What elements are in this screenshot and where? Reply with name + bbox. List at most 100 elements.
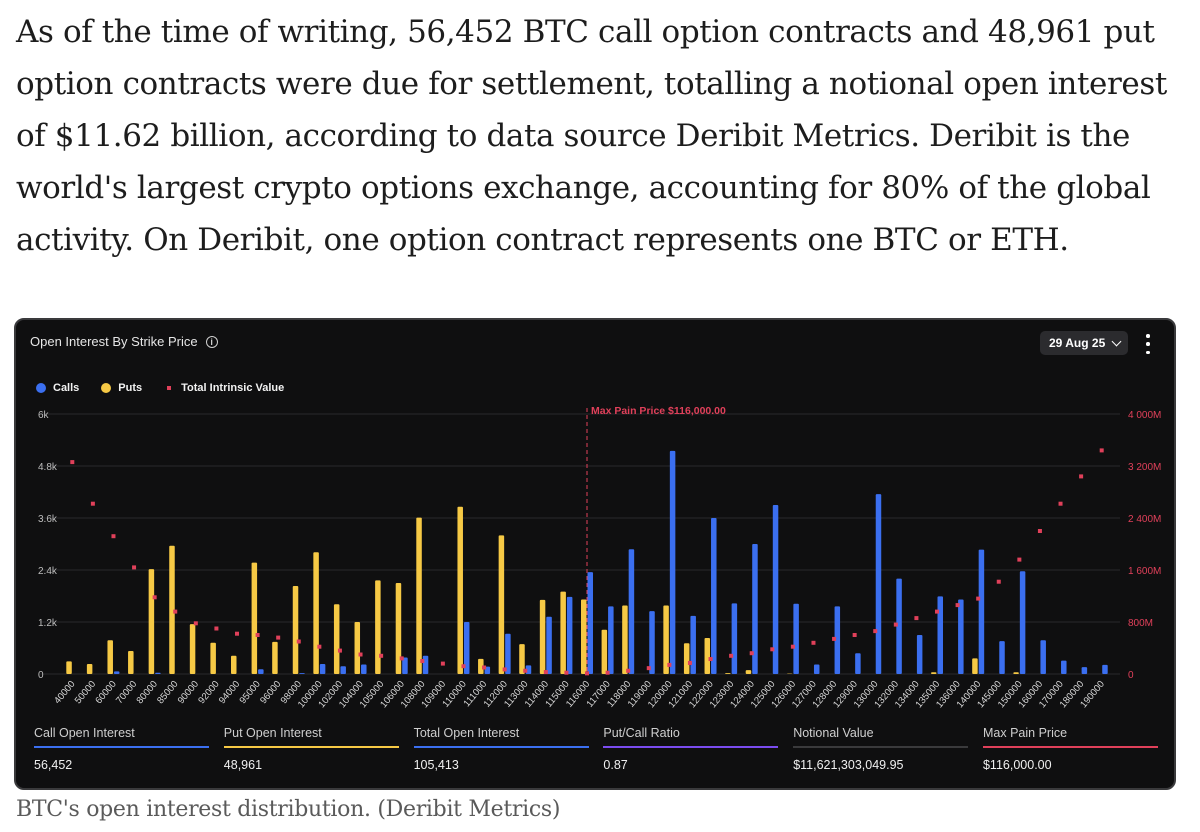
intrinsic-point bbox=[235, 631, 239, 636]
call-bar bbox=[669, 450, 676, 674]
intrinsic-point bbox=[626, 668, 631, 673]
stat-label: Put/Call Ratio bbox=[603, 726, 680, 740]
y-right-tick-label: 4 000M bbox=[1128, 410, 1161, 421]
call-bar bbox=[896, 578, 902, 674]
put-bar bbox=[128, 651, 134, 674]
y-right-tick-label: 2 400M bbox=[1128, 514, 1161, 525]
chart-legend: Calls Puts Total Intrinsic Value bbox=[36, 382, 306, 394]
put-bar bbox=[416, 517, 422, 674]
put-bar bbox=[231, 655, 237, 674]
put-bar bbox=[251, 562, 258, 674]
put-bar bbox=[581, 599, 587, 674]
figure-caption: BTC's open interest distribution. (Derib… bbox=[16, 797, 561, 822]
legend-intrinsic-swatch bbox=[167, 386, 172, 390]
panel-title: Open Interest By Strike Price i bbox=[30, 334, 218, 349]
info-icon[interactable]: i bbox=[205, 335, 218, 348]
stat-2: Total Open Interest 105,413 bbox=[413, 726, 589, 772]
stat-label: Total Open Interest bbox=[413, 726, 520, 740]
intrinsic-point bbox=[337, 648, 342, 653]
call-bar bbox=[155, 672, 161, 674]
stat-1: Put Open Interest 48,961 bbox=[223, 726, 399, 772]
expiry-date-select[interactable]: 29 Aug 25 bbox=[1040, 331, 1128, 355]
legend-intrinsic-label: Total Intrinsic Value bbox=[181, 382, 285, 394]
intrinsic-point bbox=[1079, 474, 1084, 479]
put-bar bbox=[622, 605, 628, 674]
expiry-date-value: 29 Aug 25 bbox=[1049, 336, 1106, 350]
legend-calls-swatch bbox=[36, 383, 46, 393]
call-bar bbox=[587, 572, 593, 674]
intrinsic-point bbox=[1058, 501, 1063, 506]
put-bar bbox=[272, 641, 278, 674]
intrinsic-point bbox=[893, 622, 898, 627]
intrinsic-point bbox=[749, 651, 754, 656]
stat-value: 48,961 bbox=[223, 758, 263, 772]
put-bar bbox=[745, 670, 752, 674]
intrinsic-point bbox=[852, 633, 857, 637]
open-interest-chart: 0 1.2k 2.4k 3.6k 4.8k 6k 0 800M 1 600M 2 400M 3 20… bbox=[38, 405, 1161, 710]
put-bar bbox=[169, 545, 175, 674]
y-left-tick-label: 3.6k bbox=[38, 514, 58, 525]
y-left-tick-label: 6k bbox=[38, 410, 50, 421]
intrinsic-point bbox=[523, 668, 528, 673]
call-bar bbox=[505, 633, 511, 674]
more-options-icon[interactable] bbox=[1142, 334, 1154, 354]
intrinsic-point bbox=[214, 626, 219, 631]
call-bar bbox=[916, 635, 923, 674]
stat-label: Notional Value bbox=[793, 726, 874, 740]
call-bar bbox=[772, 505, 779, 674]
call-bar bbox=[1081, 667, 1088, 674]
article-paragraph: As of the time of writing, 56,452 BTC ca… bbox=[16, 14, 1167, 258]
intrinsic-point bbox=[420, 659, 425, 663]
put-bar bbox=[333, 604, 340, 674]
legend-calls[interactable]: Calls bbox=[36, 382, 79, 394]
stat-5: Max Pain Price $116,000.00 bbox=[982, 726, 1158, 772]
put-bar bbox=[375, 580, 381, 674]
stat-underline bbox=[34, 746, 209, 748]
call-bar bbox=[690, 615, 696, 674]
stat-underline bbox=[982, 746, 1158, 748]
put-bar bbox=[107, 640, 113, 674]
put-bar bbox=[395, 583, 402, 674]
legend-puts[interactable]: Puts bbox=[101, 382, 142, 394]
call-bar bbox=[834, 606, 841, 674]
call-bar bbox=[937, 596, 943, 674]
call-bar bbox=[958, 599, 964, 674]
put-bar bbox=[683, 643, 690, 674]
stat-underline bbox=[603, 746, 779, 748]
intrinsic-point bbox=[1037, 529, 1042, 533]
call-bar bbox=[711, 518, 717, 674]
stat-value: $11,621,303,049.95 bbox=[793, 758, 904, 772]
call-bar bbox=[649, 611, 655, 674]
intrinsic-point bbox=[646, 666, 651, 671]
stat-label: Put Open Interest bbox=[223, 726, 322, 740]
put-bar bbox=[210, 642, 216, 674]
open-interest-panel: Open Interest By Strike Price i 29 Aug 2… bbox=[14, 318, 1176, 790]
call-bar bbox=[855, 653, 861, 674]
stat-value: 56,452 bbox=[34, 758, 73, 772]
call-bar bbox=[1040, 640, 1046, 674]
intrinsic-point bbox=[317, 644, 322, 649]
intrinsic-point bbox=[502, 667, 507, 672]
y-right-tick-label: 800M bbox=[1128, 618, 1153, 629]
intrinsic-point bbox=[935, 609, 939, 614]
put-bar bbox=[86, 664, 93, 674]
put-bar bbox=[704, 638, 711, 674]
max-pain-label: Max Pain Price $116,000.00 bbox=[591, 405, 726, 417]
y-right-tick-label: 0 bbox=[1128, 670, 1134, 681]
put-bar bbox=[539, 599, 546, 674]
stat-0: Call Open Interest 56,452 bbox=[34, 726, 209, 772]
call-bar bbox=[1019, 571, 1026, 674]
put-bar bbox=[601, 629, 608, 674]
intrinsic-point bbox=[193, 621, 198, 626]
call-bar bbox=[813, 664, 820, 674]
intrinsic-point bbox=[70, 460, 75, 465]
call-bar bbox=[875, 494, 882, 674]
stat-underline bbox=[413, 746, 589, 748]
legend-intrinsic[interactable]: Total Intrinsic Value bbox=[164, 382, 284, 394]
stat-value: $116,000.00 bbox=[982, 758, 1052, 772]
intrinsic-point bbox=[132, 565, 137, 570]
put-bar bbox=[725, 673, 731, 674]
stat-4: Notional Value $11,621,303,049.95 bbox=[793, 726, 969, 772]
stats-row: Call Open Interest 56,452 Put Open Interes… bbox=[34, 726, 1158, 772]
y-left-tick-label: 0 bbox=[38, 670, 44, 681]
